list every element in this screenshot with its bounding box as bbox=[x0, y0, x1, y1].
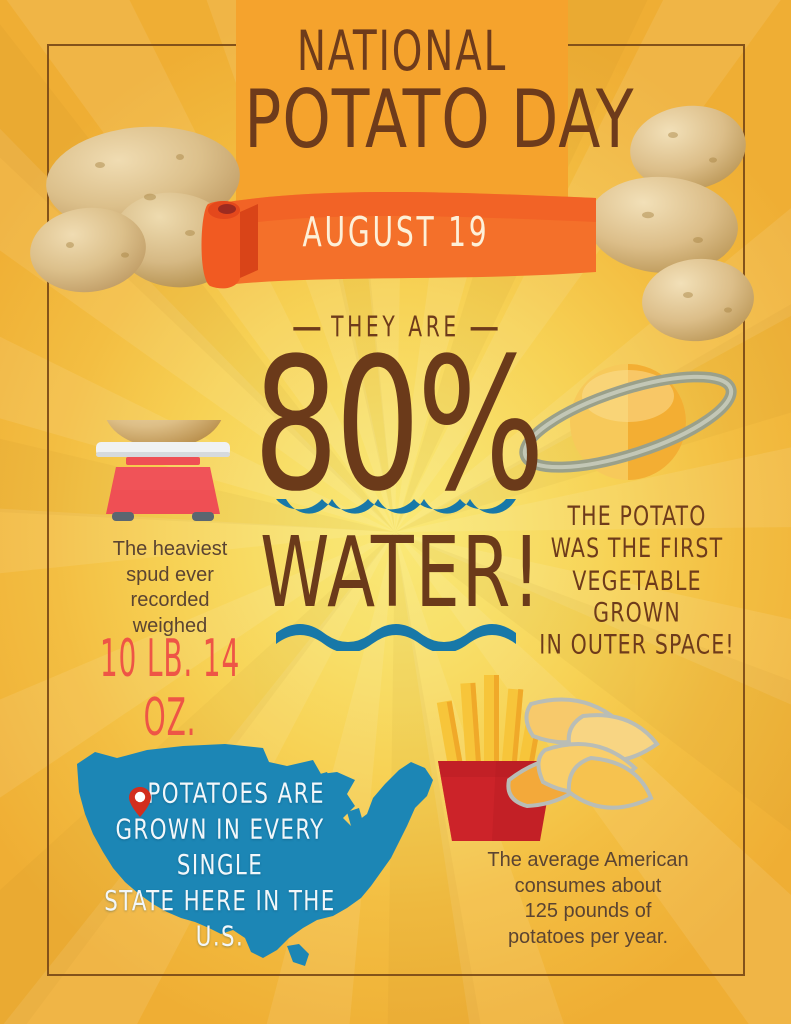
title-panel bbox=[236, 0, 568, 203]
space-line-1: THE POTATO bbox=[567, 500, 707, 532]
usa-fact-text: POTATOES ARE GROWN IN EVERY SINGLE STATE… bbox=[78, 776, 363, 955]
consumption-line-3: 125 pounds of bbox=[524, 900, 652, 923]
usa-map bbox=[55, 722, 455, 977]
space-fact-text: THE POTATO WAS THE FIRST VEGETABLE GROWN… bbox=[528, 501, 747, 662]
usa-line-3: STATE HERE IN THE U.S. bbox=[104, 884, 336, 952]
center-fact-block: THEY ARE 80% WATER! bbox=[253, 309, 545, 651]
space-line-3: VEGETABLE GROWN bbox=[572, 565, 702, 629]
heaviest-spud-text: The heaviest spud ever recorded weighed bbox=[72, 537, 268, 639]
space-line-2: WAS THE FIRST bbox=[550, 532, 724, 564]
wave-divider-top bbox=[275, 499, 516, 514]
poster-title: NATIONAL POTATO DAY bbox=[236, 24, 633, 163]
heaviest-line-4: weighed bbox=[132, 614, 208, 637]
map-pin-icon bbox=[128, 786, 152, 823]
title-line-1: NATIONAL bbox=[296, 19, 508, 84]
heaviest-line-3: recorded bbox=[130, 589, 210, 612]
date-ribbon bbox=[196, 182, 596, 307]
potato-cluster-right bbox=[588, 100, 788, 345]
center-water-word: WATER! bbox=[260, 517, 543, 630]
consumption-line-2: consumes about bbox=[514, 874, 662, 897]
consumption-line-1: The average American bbox=[487, 849, 689, 871]
consumption-line-4: potatoes per year. bbox=[507, 925, 669, 948]
center-big-number: 80% bbox=[253, 319, 545, 533]
date-banner-text: AUGUST 19 bbox=[302, 209, 490, 257]
potato-chips-icon bbox=[487, 688, 677, 838]
saturn-planet-icon bbox=[512, 356, 742, 506]
usa-line-1: POTATOES ARE bbox=[147, 776, 325, 809]
usa-line-2: GROWN IN EVERY SINGLE bbox=[115, 812, 325, 881]
title-line-2: POTATO DAY bbox=[244, 71, 635, 166]
wave-divider-bottom bbox=[275, 624, 516, 651]
heaviest-weight-value: 10 LB. 14 OZ. bbox=[99, 628, 241, 748]
heaviest-line-1: The heaviest bbox=[112, 538, 228, 560]
kitchen-scale-icon bbox=[92, 368, 232, 535]
space-line-4: IN OUTER SPACE! bbox=[539, 629, 735, 661]
center-kicker: THEY ARE bbox=[293, 309, 498, 344]
heaviest-line-2: spud ever bbox=[126, 563, 214, 586]
consumption-fact-text: The average American consumes about 125 … bbox=[448, 848, 728, 950]
